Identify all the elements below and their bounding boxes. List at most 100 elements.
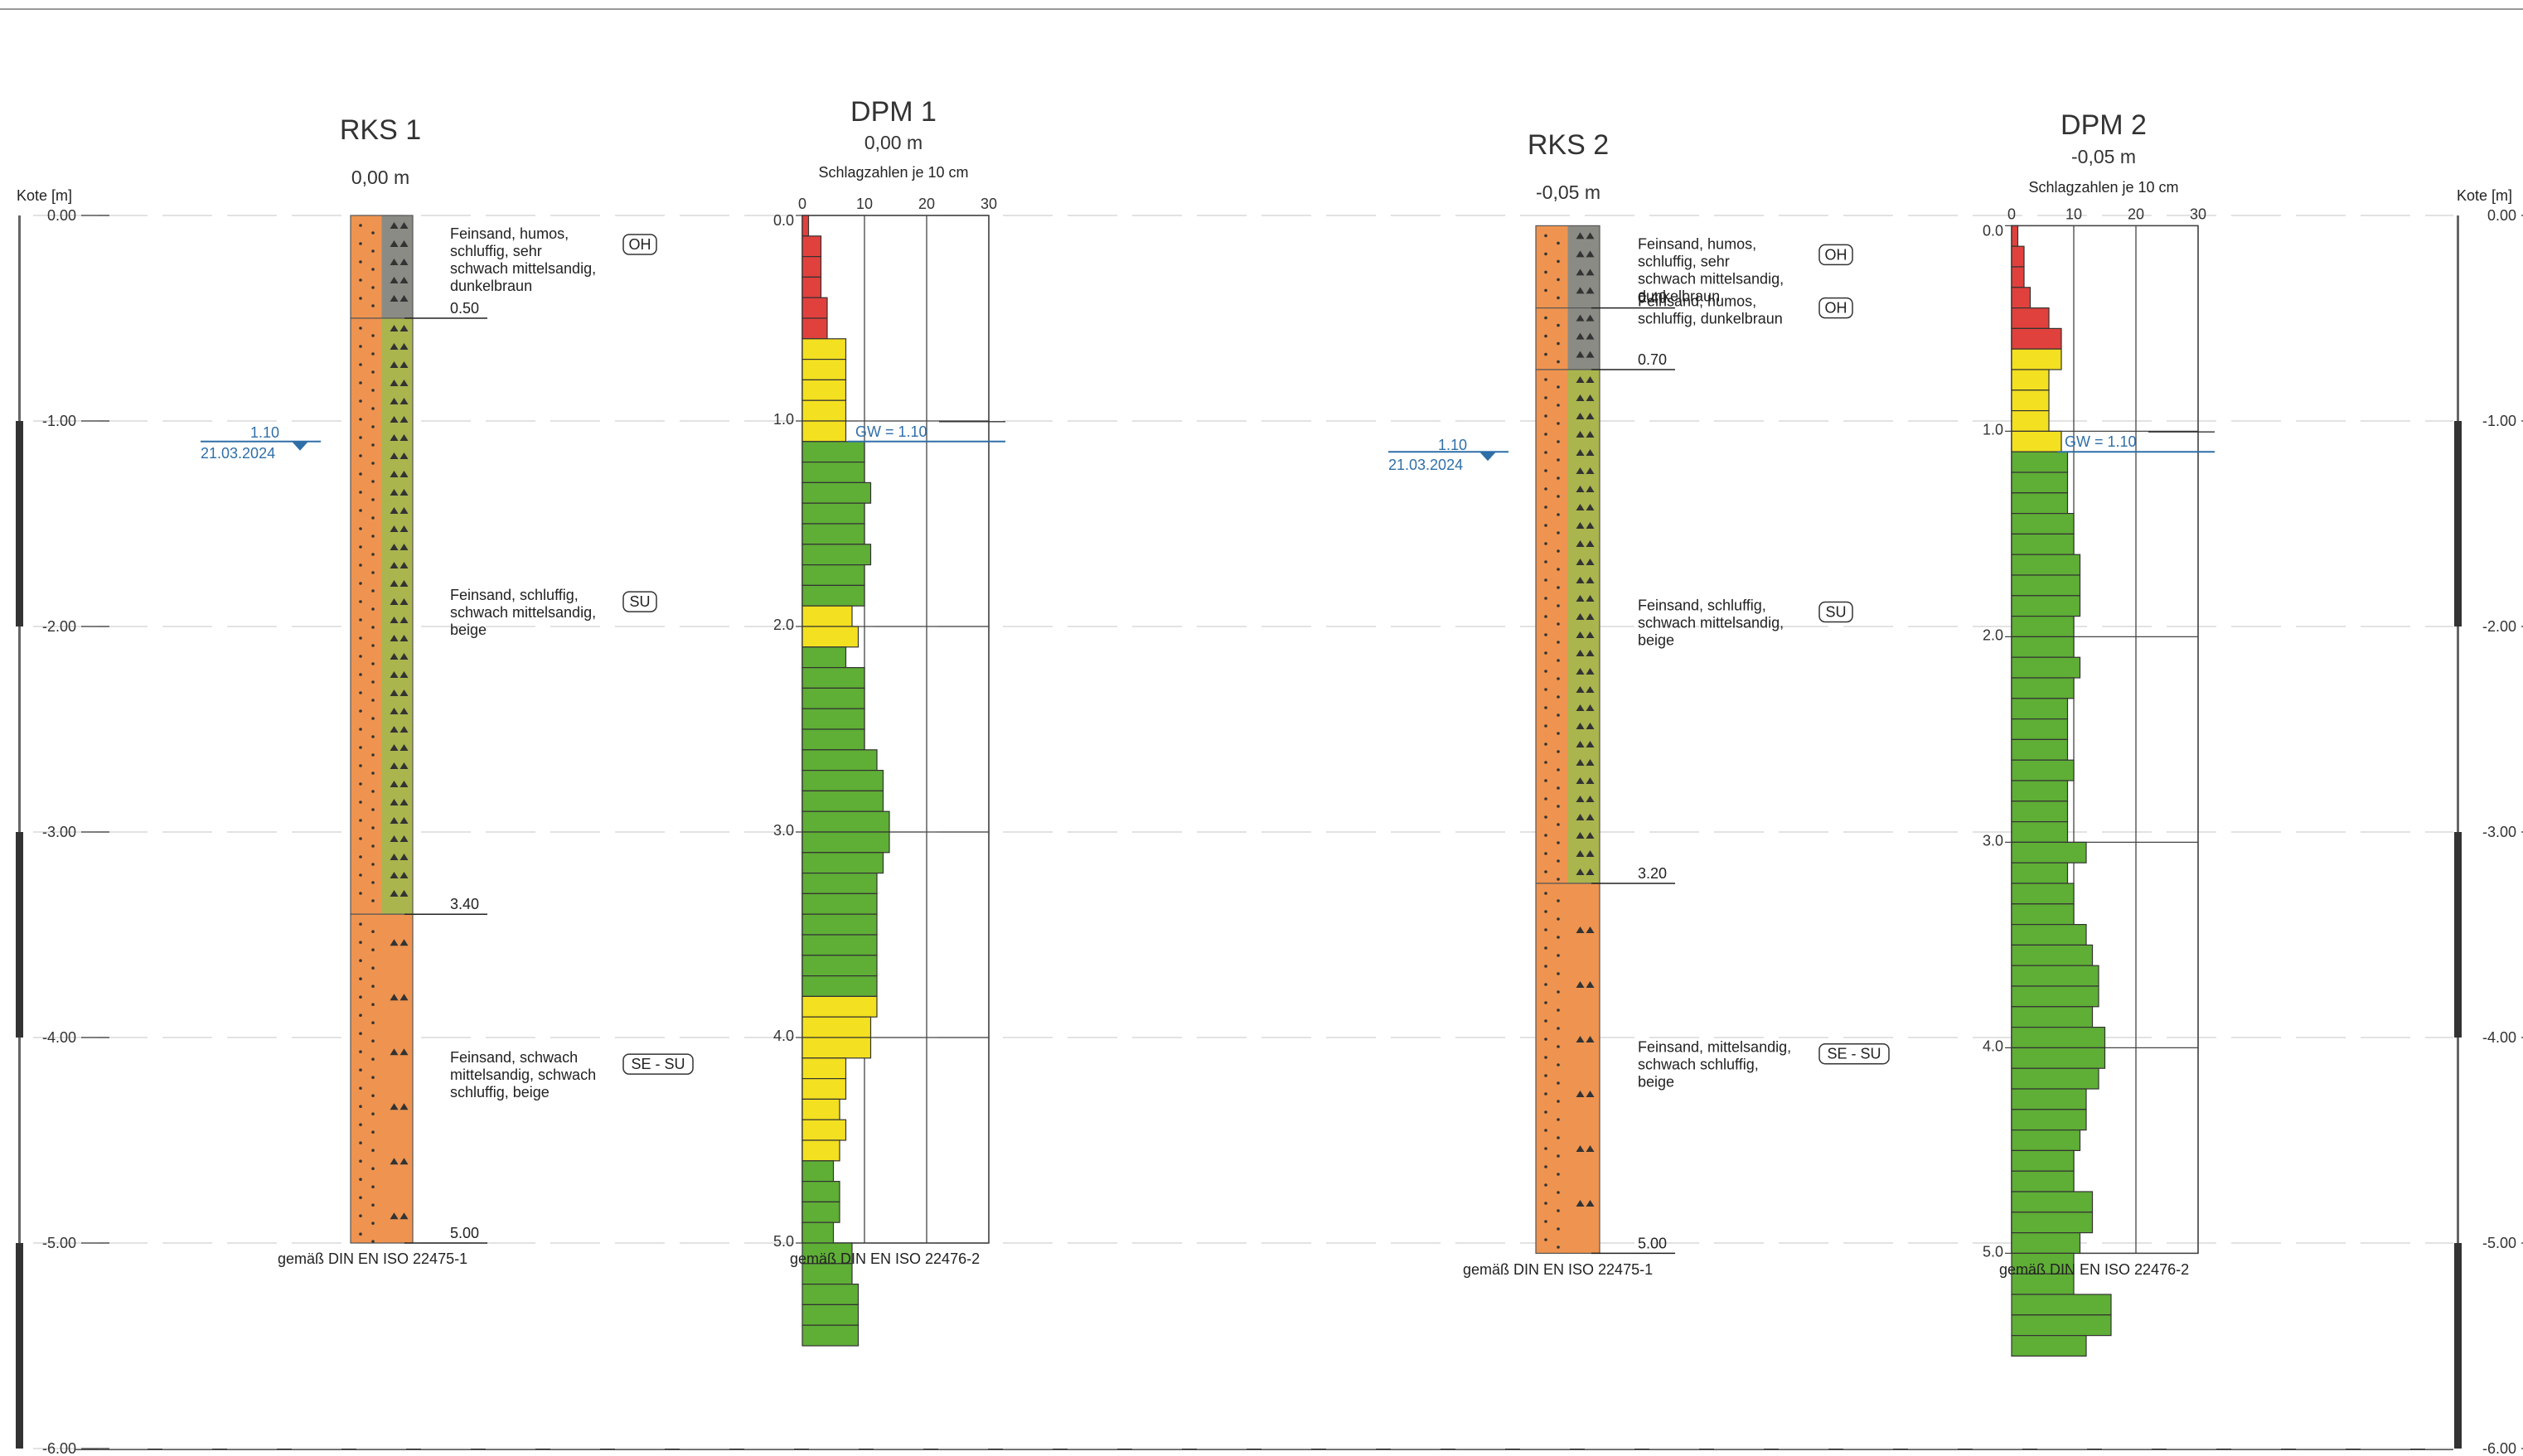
blow-count-bar [2011, 1006, 2094, 1028]
blow-count-bar [2011, 327, 2062, 350]
blow-count-bar [2011, 801, 2069, 823]
layer-description-line: Feinsand, schwach [450, 1049, 578, 1066]
silt-symbol [1576, 250, 1595, 258]
sand-dot [359, 418, 362, 421]
sand-dot [371, 286, 375, 289]
blow-count-bar [801, 481, 872, 504]
sand-dot [371, 571, 375, 574]
sand-dot [371, 389, 375, 392]
soil-group-code: SE - SU [1827, 1046, 1881, 1062]
y-tick-label: 2.0 [773, 617, 794, 633]
right-depth-scale: Kote [m] 0.00 -1.00 -2.00 -3.00 -4.00 -5.00 -6… [2454, 187, 2523, 1456]
sand-dot [1544, 633, 1547, 636]
blow-count-bar [801, 420, 847, 443]
silt-symbol [390, 799, 409, 805]
sand-dot [359, 491, 362, 494]
soil-layer [350, 215, 414, 319]
sand-dot [1557, 641, 1560, 644]
blow-count-bar [2011, 266, 2025, 288]
blow-count-bar [801, 646, 847, 669]
sand-dot [359, 691, 362, 694]
sand-dot [1544, 560, 1547, 564]
layer-description-line: beige [1638, 632, 1674, 649]
y-tick-label: 0.0 [773, 212, 794, 229]
sand-dot [1544, 1056, 1547, 1059]
groundwater-marker: 1.10 21.03.2024 [1388, 437, 1508, 473]
sand-dot [359, 345, 362, 348]
borehole-title: RKS 2 [1528, 129, 1609, 161]
blow-count-bar [2011, 451, 2069, 473]
blow-count-bar [801, 584, 865, 607]
blow-count-bar [2011, 1334, 2087, 1357]
sand-dot [1557, 360, 1560, 364]
sand-dot [359, 582, 362, 585]
sand-dot [359, 837, 362, 840]
sand-dot [1557, 622, 1560, 626]
scale-segment [2454, 1243, 2462, 1449]
silt-symbol [390, 617, 409, 623]
silt-symbol [1576, 522, 1595, 529]
blow-count-bar [801, 215, 810, 237]
silt-symbol [390, 762, 409, 769]
silt-symbol [390, 817, 409, 824]
sand-dot [359, 764, 362, 767]
soil-group-code: SE - SU [631, 1056, 685, 1072]
sand-dot [1557, 259, 1560, 264]
silt-symbol [1576, 1091, 1595, 1097]
layer-description-line: dunkelbraun [1638, 288, 1720, 304]
blow-count-bar [801, 297, 828, 319]
silt-symbol [390, 1212, 409, 1220]
sand-dot [371, 863, 375, 866]
sand-dot [371, 984, 375, 988]
x-tick-label: 20 [2128, 206, 2144, 222]
chart-xlabel: Schlagzahlen je 10 cm [818, 164, 968, 181]
blow-count-bar [801, 1304, 860, 1326]
blow-count-bar [801, 1160, 835, 1183]
sand-dot [371, 1149, 375, 1152]
sand-dot [1557, 878, 1560, 881]
groundwater-depth-label: 1.10 [250, 424, 279, 441]
y-tick-label: 0.0 [1983, 222, 2003, 239]
silt-symbol [1576, 332, 1595, 340]
sand-dot [1544, 706, 1547, 709]
silt-symbol [1576, 431, 1595, 438]
blow-count-bar [2011, 245, 2025, 268]
sand-dot [359, 1013, 362, 1017]
sand-dot [359, 977, 362, 980]
soil-layer-outline [350, 913, 414, 1244]
sand-dot [371, 1112, 375, 1115]
blow-count-bar [2011, 595, 2081, 617]
blow-count-bar [2011, 225, 2019, 247]
sand-dot [1544, 334, 1547, 338]
silt-symbol [390, 398, 409, 404]
sand-dot [1557, 1118, 1560, 1121]
sand-dot [1544, 1165, 1547, 1168]
sand-dot [1557, 241, 1560, 245]
sand-dot [371, 553, 375, 556]
silt-symbol [1576, 467, 1595, 474]
silt-symbol [1576, 668, 1595, 675]
sand-dot [1557, 495, 1560, 498]
sand-dot [371, 1021, 375, 1024]
sand-dot [359, 472, 362, 476]
blow-count-bar [801, 461, 865, 483]
silt-symbol [1576, 850, 1595, 857]
silt-symbol [390, 580, 409, 587]
blow-count-bar [2011, 965, 2099, 987]
x-tick-label: 30 [981, 196, 997, 212]
blow-count-bar [2011, 698, 2069, 720]
sand-dot [359, 1214, 362, 1217]
y-tick-label: 4.0 [1983, 1038, 2003, 1054]
layer-description-line: Feinsand, schluffig, [450, 587, 579, 603]
blow-count-bar [801, 892, 878, 915]
silt-symbol [390, 259, 409, 265]
chart-title: DPM 1 [850, 96, 937, 128]
groundwater-triangle-icon [292, 441, 308, 451]
sand-dot [1544, 396, 1547, 399]
sand-dot [1557, 549, 1560, 553]
soil-group-box [1818, 297, 1853, 319]
silt-symbol [390, 471, 409, 477]
sand-dot [1544, 779, 1547, 782]
